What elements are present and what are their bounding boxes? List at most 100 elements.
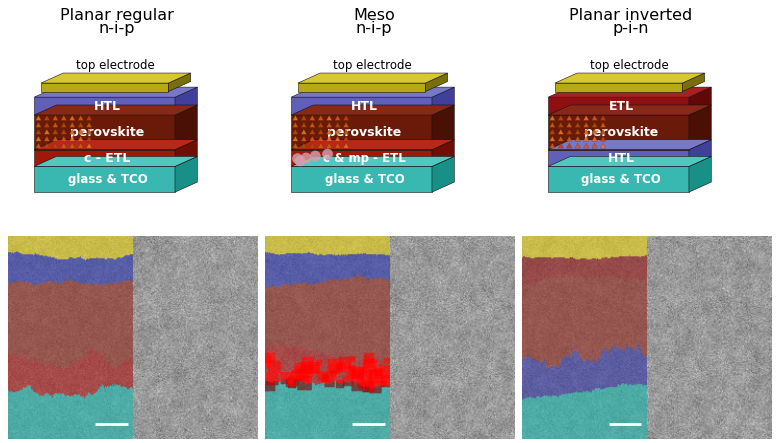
Polygon shape [318, 129, 323, 134]
Polygon shape [309, 143, 315, 148]
Polygon shape [34, 87, 197, 97]
Polygon shape [344, 136, 349, 141]
Polygon shape [34, 97, 175, 115]
Polygon shape [309, 115, 315, 120]
Polygon shape [78, 143, 83, 148]
Polygon shape [69, 143, 75, 148]
Polygon shape [344, 122, 349, 127]
Polygon shape [34, 140, 197, 150]
Polygon shape [555, 83, 682, 92]
Text: c & mp - ETL: c & mp - ETL [323, 152, 406, 164]
Polygon shape [425, 73, 448, 92]
Polygon shape [44, 122, 50, 127]
Polygon shape [301, 143, 307, 148]
Polygon shape [583, 136, 589, 141]
Text: HTL: HTL [94, 100, 121, 113]
Polygon shape [301, 129, 307, 134]
Polygon shape [61, 115, 66, 120]
Polygon shape [61, 129, 66, 134]
Text: Planar inverted: Planar inverted [569, 8, 693, 23]
Polygon shape [575, 143, 580, 148]
Polygon shape [689, 140, 711, 167]
Polygon shape [344, 115, 349, 120]
Polygon shape [549, 122, 555, 127]
Polygon shape [592, 122, 597, 127]
Text: perovskite: perovskite [70, 126, 145, 139]
Polygon shape [558, 143, 564, 148]
Polygon shape [583, 122, 589, 127]
Polygon shape [301, 115, 307, 120]
Polygon shape [566, 129, 572, 134]
Circle shape [323, 149, 333, 159]
Polygon shape [34, 115, 175, 150]
Polygon shape [41, 73, 191, 83]
Polygon shape [168, 73, 191, 92]
Polygon shape [689, 87, 711, 115]
Polygon shape [335, 115, 340, 120]
Polygon shape [335, 143, 340, 148]
Polygon shape [44, 136, 50, 141]
Text: ETL: ETL [609, 100, 634, 113]
Polygon shape [69, 122, 75, 127]
Polygon shape [86, 143, 92, 148]
Polygon shape [549, 129, 555, 134]
Polygon shape [548, 105, 711, 115]
Polygon shape [583, 115, 589, 120]
Polygon shape [575, 129, 580, 134]
Polygon shape [583, 143, 589, 148]
Polygon shape [293, 115, 298, 120]
Polygon shape [548, 156, 711, 167]
Text: glass & TCO: glass & TCO [325, 173, 404, 186]
Polygon shape [78, 115, 83, 120]
Polygon shape [335, 129, 340, 134]
Polygon shape [335, 122, 340, 127]
Text: glass & TCO: glass & TCO [581, 173, 661, 186]
Polygon shape [566, 136, 572, 141]
Polygon shape [44, 129, 50, 134]
Text: perovskite: perovskite [584, 126, 658, 139]
Polygon shape [689, 105, 711, 150]
Polygon shape [566, 122, 572, 127]
Text: Planar regular: Planar regular [60, 8, 174, 23]
Polygon shape [344, 129, 349, 134]
Polygon shape [69, 136, 75, 141]
Polygon shape [326, 129, 332, 134]
Text: glass & TCO: glass & TCO [68, 173, 147, 186]
Polygon shape [548, 150, 689, 167]
Polygon shape [86, 122, 92, 127]
Polygon shape [301, 122, 307, 127]
Polygon shape [558, 115, 564, 120]
Polygon shape [566, 143, 572, 148]
Polygon shape [69, 129, 75, 134]
Polygon shape [318, 143, 323, 148]
Polygon shape [44, 115, 50, 120]
Polygon shape [432, 156, 454, 192]
Polygon shape [601, 143, 606, 148]
Polygon shape [44, 143, 50, 148]
Polygon shape [291, 156, 454, 167]
Text: n-i-p: n-i-p [99, 21, 135, 36]
Polygon shape [86, 136, 92, 141]
Polygon shape [309, 129, 315, 134]
Polygon shape [175, 156, 197, 192]
Polygon shape [326, 136, 332, 141]
Polygon shape [549, 115, 555, 120]
Text: HTL: HTL [608, 152, 635, 164]
Polygon shape [344, 143, 349, 148]
Polygon shape [548, 115, 689, 150]
Polygon shape [592, 143, 597, 148]
Polygon shape [175, 87, 197, 115]
Polygon shape [326, 122, 332, 127]
Polygon shape [549, 143, 555, 148]
Polygon shape [34, 156, 197, 167]
Polygon shape [601, 122, 606, 127]
Polygon shape [318, 136, 323, 141]
Polygon shape [575, 136, 580, 141]
Polygon shape [575, 122, 580, 127]
Polygon shape [298, 73, 448, 83]
Polygon shape [549, 136, 555, 141]
Polygon shape [548, 167, 689, 192]
Text: top electrode: top electrode [333, 59, 412, 72]
Circle shape [292, 154, 302, 163]
Polygon shape [34, 105, 197, 115]
